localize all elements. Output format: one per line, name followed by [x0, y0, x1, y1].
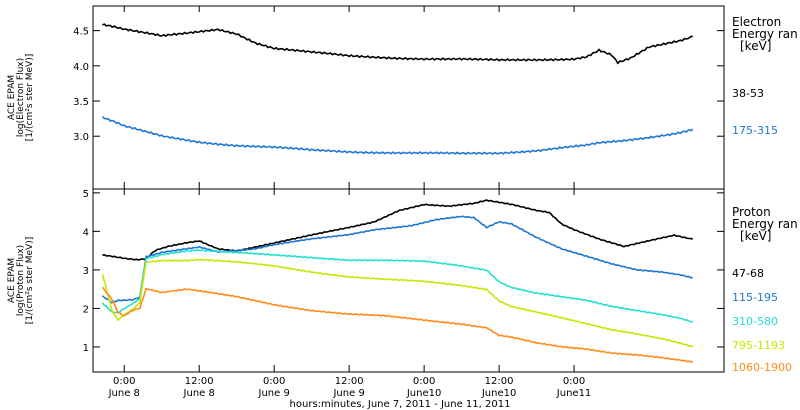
- x-tick-label-day: June10: [406, 388, 442, 399]
- x-tick-label-day: June 9: [258, 388, 290, 399]
- legend-title-line: Electron: [732, 15, 781, 29]
- y-axis-title-line: [1/(cm²s ster MeV)]: [25, 54, 35, 141]
- x-tick-label-day: June11: [556, 388, 592, 399]
- series-line: [101, 215, 693, 304]
- legend-entry: 47-68: [732, 267, 764, 280]
- chart-panel: 1 2 3 4 5 ACE EPAMlog(Proton Flux)[1/(cm²s st…: [7, 188, 798, 374]
- y-tick-label: 4: [83, 227, 89, 238]
- y-axis-title-line: log(Electron Flux): [16, 58, 26, 137]
- legend-entry: 38-53: [732, 87, 764, 100]
- legend-title: Electron Energy ran [keV]: [732, 15, 798, 53]
- series-line: [102, 23, 693, 65]
- legend-title: Proton Energy ran [keV]: [732, 205, 798, 243]
- y-axis-title-line: log(Proton Flux): [16, 245, 26, 316]
- y-tick-label: 4.5: [73, 27, 89, 38]
- legend-title-line: [keV]: [740, 229, 771, 243]
- x-tick-label-day: June 9: [332, 388, 364, 399]
- x-tick-label-day: June10: [481, 388, 517, 399]
- legend-entry: 310-580: [732, 315, 778, 328]
- y-axis-title-line: ACE EPAM: [7, 258, 17, 303]
- y-axis-title: ACE EPAMlog(Proton Flux)[1/(cm²s ster Me…: [7, 237, 35, 324]
- legend-title-line: Energy ran: [732, 217, 798, 231]
- series-line: [102, 199, 694, 261]
- legend-title-line: Proton: [732, 205, 771, 219]
- y-axis-title-line: [1/(cm²s ster MeV)]: [25, 237, 35, 324]
- x-tick-label-time: 12:00: [185, 376, 214, 387]
- x-tick-label-time: 12:00: [335, 376, 364, 387]
- x-tick-label-day: June 8: [183, 388, 215, 399]
- legend-entry: 795-1193: [732, 339, 785, 352]
- y-axis-title: ACE EPAMlog(Electron Flux)[1/(cm²s ster …: [7, 54, 35, 141]
- y-tick-label: 1: [83, 343, 89, 354]
- y-tick-label: 5: [83, 189, 89, 200]
- plot-frame: [92, 188, 725, 373]
- series-line: [101, 115, 694, 155]
- x-axis-title: hours:minutes, June 7, 2011 - June 11, 2…: [290, 399, 511, 410]
- chart-panel: 3.0 3.5 4.0 4.5 ACE EPAMlog(Electron Flux)[1…: [7, 5, 798, 190]
- x-tick-label-time: 0:00: [563, 376, 585, 387]
- series-line: [101, 286, 694, 364]
- legend-title-line: [keV]: [740, 39, 771, 53]
- series-line: [101, 258, 694, 348]
- series-line: [101, 249, 693, 323]
- y-tick-label: 2: [83, 304, 89, 315]
- x-tick-label-day: June 8: [108, 388, 140, 399]
- y-tick-label: 3.5: [73, 97, 89, 108]
- y-tick-label: 4.0: [73, 62, 89, 73]
- legend-entry: 175-315: [732, 124, 778, 137]
- legend-entry: 1060-1900: [732, 361, 792, 374]
- legend-entry: 115-195: [732, 291, 778, 304]
- y-axis-title-line: ACE EPAM: [7, 75, 17, 120]
- legend-title-line: Energy ran: [732, 27, 798, 41]
- x-tick-label-time: 0:00: [263, 376, 285, 387]
- y-tick-label: 3: [83, 266, 89, 277]
- x-tick-label-time: 0:00: [413, 376, 435, 387]
- y-tick-label: 3.0: [73, 132, 89, 143]
- x-tick-label-time: 12:00: [485, 376, 514, 387]
- x-tick-label-time: 0:00: [113, 376, 135, 387]
